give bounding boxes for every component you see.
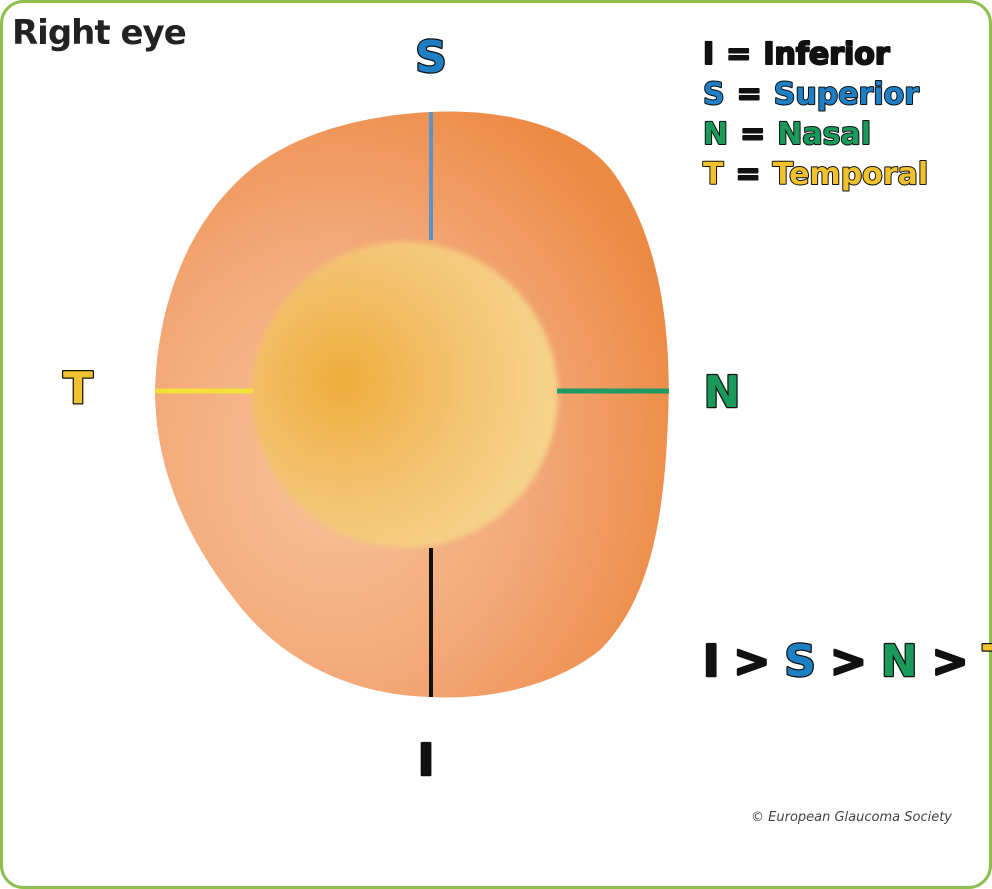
copyright: © European Glaucoma Society [751,810,952,825]
title: Right eye [12,13,186,53]
text-part: Temporal [773,157,929,192]
text-part: = [737,77,762,112]
text-part: Inferior [763,37,890,72]
text-part: N [881,636,918,687]
legend-item: I = Inferior [703,37,890,72]
text-part: = [740,117,765,152]
optic-cup [252,242,558,548]
text-part: I [703,37,714,72]
diagram: Right eye S T N I I=InferiorS=SuperiorN=… [0,0,992,889]
legend-item: T = Temporal [703,157,928,192]
text-part: I [703,636,719,687]
ranking: I > S > N > T [703,636,992,687]
text-part: = [735,157,760,192]
text-part: N [703,117,728,152]
nasal-label: N [704,367,741,418]
text-part: > [830,636,867,687]
text-part: T [703,157,724,192]
text-part: = [726,37,751,72]
text-part: > [932,636,969,687]
text-part: Superior [774,77,919,112]
temporal-label: T [63,363,93,414]
superior-label: S [415,32,447,83]
text-part: > [733,636,770,687]
text-part: Nasal [777,117,871,152]
text-part: S [784,636,816,687]
inferior-label: I [418,735,434,786]
text-part: T [983,636,992,687]
text-part: S [703,77,725,112]
